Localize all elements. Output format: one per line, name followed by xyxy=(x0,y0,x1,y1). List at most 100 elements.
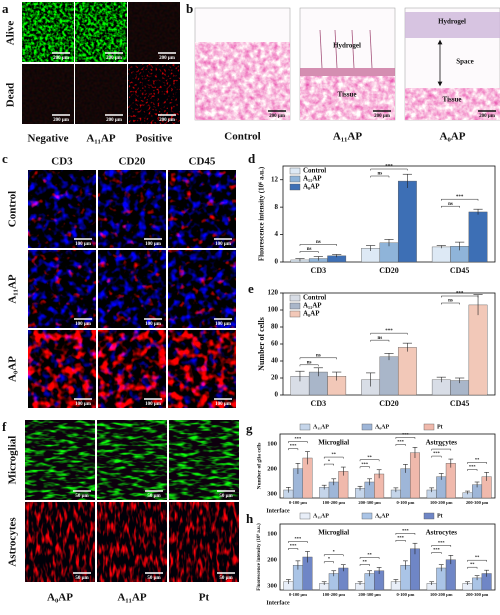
y-tick-label: 120 xyxy=(268,289,279,297)
significance-label: *** xyxy=(385,329,393,334)
group-label: Microglial xyxy=(318,529,349,537)
micrograph-texture xyxy=(97,420,167,500)
legend-swatch xyxy=(289,175,301,183)
significance-label: ns xyxy=(448,299,453,304)
group-label: Microglial xyxy=(318,439,349,447)
micrograph-texture xyxy=(169,420,239,500)
legend-label: A₁₁AP xyxy=(313,513,329,519)
significance-label: *** xyxy=(438,540,446,545)
scale-bar-label: 200 μm xyxy=(479,114,496,119)
x-axis-label: Interface xyxy=(266,600,290,606)
significance-bracket xyxy=(288,548,299,550)
bar xyxy=(409,452,420,499)
significance-label: *** xyxy=(290,443,298,448)
significance-label: *** xyxy=(456,292,464,297)
legend-swatch xyxy=(299,423,311,431)
significance-label: *** xyxy=(385,165,393,170)
group-label: Astrocytes xyxy=(426,529,458,537)
significance-bracket xyxy=(359,466,370,469)
scale-bar-label: 200 μm xyxy=(106,56,123,61)
bar xyxy=(397,347,417,396)
bar xyxy=(409,548,420,591)
micrograph-texture xyxy=(168,250,236,328)
scale-bar-label: 200 μm xyxy=(53,56,70,61)
hydrogel-strand xyxy=(334,29,338,69)
significance-bracket xyxy=(288,541,308,543)
significance-label: *** xyxy=(295,536,303,541)
significance-bracket xyxy=(467,469,478,471)
hydrogel-strand xyxy=(351,29,355,69)
significance-label: * xyxy=(333,549,336,554)
legend-swatch xyxy=(299,512,311,520)
significance-bracket xyxy=(441,302,460,305)
significance-label: *** xyxy=(402,528,410,533)
significance-bracket xyxy=(299,357,337,360)
y-tick-label: 40 xyxy=(271,357,279,365)
significance-label: ** xyxy=(367,552,372,557)
micrograph-texture xyxy=(168,330,236,408)
tissue xyxy=(405,88,500,120)
x-tick-label: CD45 xyxy=(450,266,470,275)
x-tick-label: 0-100 μm xyxy=(289,500,307,505)
column-label: Control xyxy=(224,131,260,143)
y-axis-label: Fluorescence intensity (10⁶ a.u.) xyxy=(258,166,266,261)
bar xyxy=(445,559,456,591)
significance-label: *** xyxy=(397,439,405,444)
column-label: A₁₁AP xyxy=(333,131,362,143)
tissue xyxy=(300,76,395,120)
legend-label: Pt xyxy=(437,513,443,519)
y-axis-label: Number of glia cells xyxy=(256,443,262,490)
x-tick-label: 100-200 μm xyxy=(430,500,453,505)
bar xyxy=(445,463,456,499)
significance-bracket xyxy=(359,459,380,462)
x-tick-label: CD3 xyxy=(311,266,327,275)
scale-bar-label: 100 μm xyxy=(215,402,232,407)
x-tick-label: 200-300 μm xyxy=(358,500,381,505)
significance-label: ns xyxy=(307,360,312,365)
legend-label: A₁₁AP xyxy=(303,302,322,310)
legend-swatch xyxy=(289,183,301,191)
y-tick-label: 80 xyxy=(271,323,279,331)
micrograph-texture xyxy=(28,330,96,408)
legend-label: A₀AP xyxy=(375,513,389,519)
y-tick-label: 8 xyxy=(275,203,279,211)
y-tick-label: 4 xyxy=(275,230,279,238)
significance-bracket xyxy=(323,456,344,459)
scale-bar-label: 50 μm xyxy=(147,576,161,581)
depth-label: 300 xyxy=(267,490,277,497)
y-tick-label: 0 xyxy=(275,258,279,266)
significance-label: *** xyxy=(433,547,441,552)
depth-label: 100 xyxy=(267,530,277,537)
y-tick-label: 20 xyxy=(271,374,279,382)
depth-label: 300 xyxy=(267,582,277,589)
micrograph-texture xyxy=(22,2,74,62)
significance-label: *** xyxy=(397,535,405,540)
significance-label: ns xyxy=(448,202,453,207)
annotation: Tissue xyxy=(338,91,357,99)
scale-bar-label: 50 μm xyxy=(75,576,89,581)
scale-bar-label: 50 μm xyxy=(75,494,89,499)
significance-bracket xyxy=(359,557,380,559)
x-tick-label: CD3 xyxy=(311,399,327,408)
significance-label: ** xyxy=(475,555,480,560)
panel-letter: b xyxy=(186,1,193,16)
y-axis-label: Number of cells xyxy=(257,317,266,371)
x-tick-label: 0-100 μm xyxy=(289,592,307,597)
scale-bar-label: 50 μm xyxy=(219,576,233,581)
bar xyxy=(400,468,411,499)
legend-swatch xyxy=(361,512,373,520)
x-tick-label: 0-100 μm xyxy=(396,592,414,597)
row-label: Dead xyxy=(5,83,17,107)
significance-bracket xyxy=(431,455,442,458)
column-label: CD45 xyxy=(189,156,216,168)
micrograph-texture xyxy=(25,420,95,500)
x-tick-label: CD20 xyxy=(379,399,399,408)
significance-bracket xyxy=(370,332,408,335)
legend-swatch xyxy=(289,302,301,310)
y-tick-label: 12 xyxy=(271,175,279,183)
micrograph-texture xyxy=(75,64,127,124)
panel-letter: g xyxy=(246,421,253,436)
significance-bracket xyxy=(395,533,416,535)
significance-label: ns xyxy=(307,247,312,252)
